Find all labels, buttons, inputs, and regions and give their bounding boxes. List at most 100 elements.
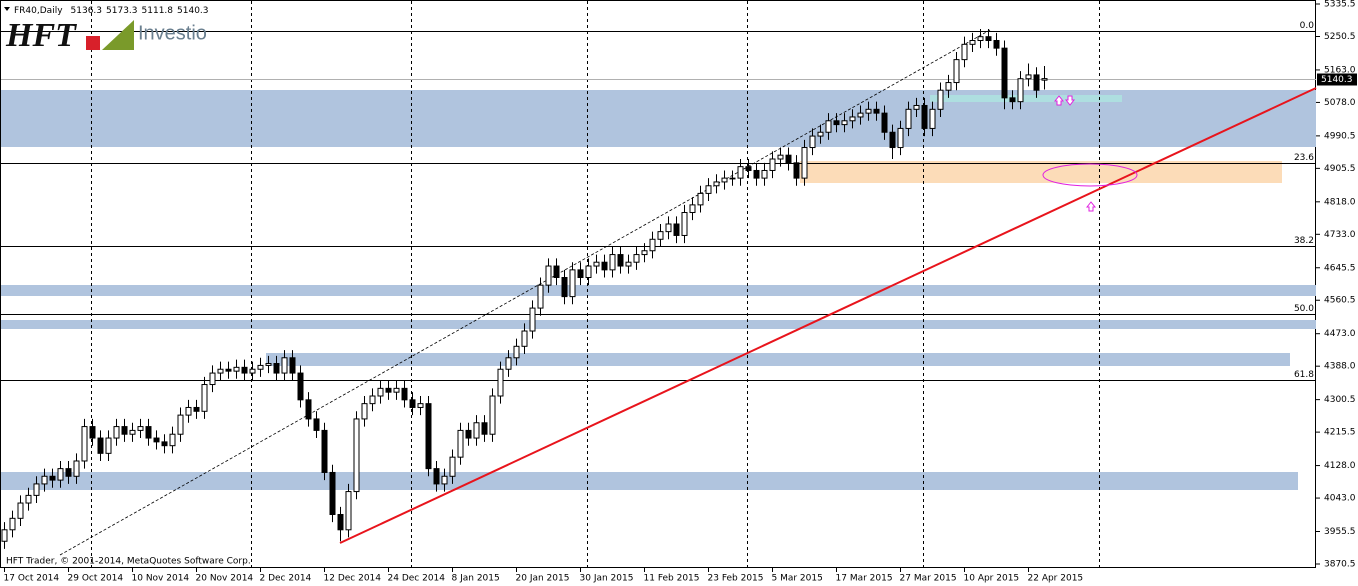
candle-body bbox=[841, 120, 848, 126]
candle-body bbox=[737, 166, 744, 179]
logo-mark bbox=[102, 20, 134, 50]
candle-body bbox=[89, 426, 96, 439]
candle-body bbox=[241, 366, 248, 374]
y-tick-label: 4990.5 bbox=[1324, 131, 1356, 141]
y-tick-label: 5250.5 bbox=[1324, 32, 1356, 42]
candle-body bbox=[297, 372, 304, 401]
candle-body bbox=[1, 529, 8, 542]
candle-body bbox=[209, 372, 216, 386]
x-tick-label: 30 Jan 2015 bbox=[580, 574, 634, 584]
candle-body bbox=[993, 40, 1000, 49]
candle-body bbox=[705, 185, 712, 194]
fib-label: 38.2 bbox=[1294, 236, 1314, 246]
y-tick-label: 4128.0 bbox=[1324, 461, 1356, 471]
candle-body bbox=[457, 429, 464, 458]
candle-body bbox=[929, 108, 936, 129]
candle-body bbox=[713, 181, 720, 187]
candle-body bbox=[33, 483, 40, 496]
candle-body bbox=[393, 387, 400, 393]
candle-body bbox=[1033, 74, 1040, 91]
fib-label: 0.0 bbox=[1300, 21, 1315, 31]
candle-body bbox=[161, 441, 168, 447]
zone bbox=[800, 161, 1282, 183]
x-tick-label: 10 Nov 2014 bbox=[132, 574, 190, 584]
zones bbox=[1, 90, 1316, 490]
x-tick-label: 8 Jan 2015 bbox=[452, 574, 500, 584]
y-tick-label: 4215.5 bbox=[1324, 428, 1356, 438]
candle-body bbox=[409, 399, 416, 408]
candle-body bbox=[257, 364, 264, 370]
candle-body bbox=[881, 112, 888, 133]
candle-body bbox=[721, 177, 728, 183]
x-tick-label: 10 Apr 2015 bbox=[964, 574, 1020, 584]
candle-body bbox=[369, 395, 376, 405]
candle-body bbox=[593, 261, 600, 267]
candle-body bbox=[809, 135, 816, 149]
candle-body bbox=[793, 162, 800, 179]
candle-body bbox=[513, 345, 520, 359]
y-tick-label: 4388.0 bbox=[1324, 362, 1356, 372]
candle-body bbox=[641, 250, 648, 256]
candle-body bbox=[97, 437, 104, 454]
candle-body bbox=[953, 59, 960, 84]
candle-body bbox=[121, 426, 128, 435]
v-grid bbox=[91, 1, 1100, 567]
candle-body bbox=[1025, 74, 1032, 80]
y-tick-label: 5078.0 bbox=[1324, 98, 1356, 108]
candle-body bbox=[945, 82, 952, 91]
candle-body bbox=[73, 460, 80, 477]
x-tick-label: 22 Apr 2015 bbox=[1028, 574, 1084, 584]
y-tick-label: 4905.5 bbox=[1324, 164, 1356, 174]
candle-body bbox=[977, 36, 984, 42]
header-close: 5140.3 bbox=[177, 6, 209, 16]
y-tick-label: 4560.5 bbox=[1324, 296, 1356, 306]
candle-body bbox=[817, 131, 824, 137]
zone bbox=[266, 353, 1290, 366]
candle-body bbox=[913, 104, 920, 110]
candle-body bbox=[353, 418, 360, 493]
candle-body bbox=[25, 494, 32, 504]
candle-body bbox=[305, 399, 312, 420]
candle-body bbox=[169, 433, 176, 447]
candle-body bbox=[801, 147, 808, 179]
candle-body bbox=[601, 261, 608, 271]
candle-body bbox=[625, 261, 632, 267]
candle-body bbox=[193, 406, 200, 412]
x-tick-label: 2 Dec 2014 bbox=[260, 574, 312, 584]
candle-body bbox=[969, 40, 976, 45]
candle-body bbox=[561, 277, 568, 298]
candle-body bbox=[473, 422, 480, 439]
candle-body bbox=[321, 429, 328, 473]
candle-body bbox=[609, 254, 616, 271]
candle-body bbox=[17, 502, 24, 519]
candle-body bbox=[1009, 97, 1016, 103]
candle-body bbox=[217, 368, 224, 374]
candle-body bbox=[481, 422, 488, 435]
candle-body bbox=[697, 192, 704, 206]
y-tick-label: 4818.0 bbox=[1324, 197, 1356, 207]
candle-body bbox=[265, 363, 272, 366]
x-tick-label: 5 Mar 2015 bbox=[772, 574, 823, 584]
candle-body bbox=[377, 387, 384, 397]
candle-body bbox=[553, 265, 560, 279]
candle-body bbox=[105, 437, 112, 454]
y-tick-label: 5335.5 bbox=[1324, 0, 1356, 10]
candle-body bbox=[225, 368, 232, 372]
x-tick-label: 17 Oct 2014 bbox=[4, 574, 60, 584]
candle-body bbox=[657, 231, 664, 240]
fib-label: 23.6 bbox=[1294, 153, 1314, 163]
candle-body bbox=[921, 104, 928, 129]
candle-body bbox=[337, 513, 344, 531]
candle-body bbox=[889, 131, 896, 149]
y-tick-label: 4300.5 bbox=[1324, 395, 1356, 405]
candle-body bbox=[617, 254, 624, 267]
price-tag bbox=[1317, 73, 1357, 86]
x-tick-label: 17 Mar 2015 bbox=[836, 574, 893, 584]
candle-body bbox=[145, 426, 152, 439]
y-tick-label: 4473.0 bbox=[1324, 329, 1356, 339]
candle-body bbox=[785, 154, 792, 164]
candle-body bbox=[465, 429, 472, 439]
candle-body bbox=[177, 414, 184, 435]
y-tick-label: 4733.0 bbox=[1324, 230, 1356, 240]
